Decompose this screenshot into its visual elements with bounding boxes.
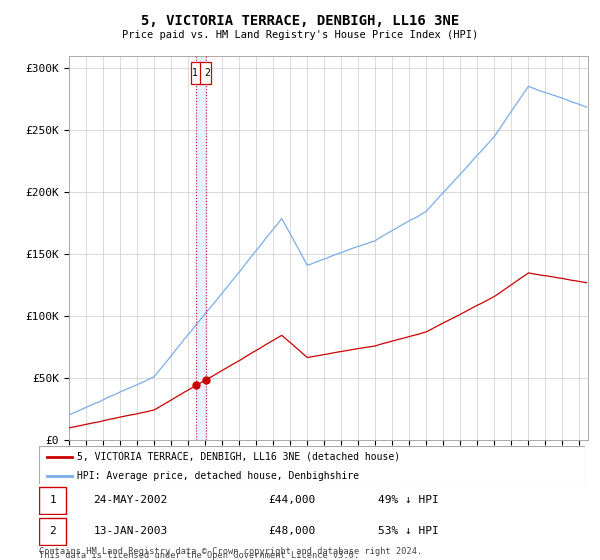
Text: 13-JAN-2003: 13-JAN-2003 xyxy=(94,526,168,536)
Text: 24-MAY-2002: 24-MAY-2002 xyxy=(94,496,168,505)
Text: HPI: Average price, detached house, Denbighshire: HPI: Average price, detached house, Denb… xyxy=(77,471,359,481)
Text: 5, VICTORIA TERRACE, DENBIGH, LL16 3NE: 5, VICTORIA TERRACE, DENBIGH, LL16 3NE xyxy=(141,14,459,28)
FancyBboxPatch shape xyxy=(39,446,585,484)
FancyBboxPatch shape xyxy=(191,62,211,85)
Text: 49% ↓ HPI: 49% ↓ HPI xyxy=(377,496,438,505)
Text: Price paid vs. HM Land Registry's House Price Index (HPI): Price paid vs. HM Land Registry's House … xyxy=(122,30,478,40)
Text: 2: 2 xyxy=(49,526,56,536)
FancyBboxPatch shape xyxy=(39,487,66,514)
Text: Contains HM Land Registry data © Crown copyright and database right 2024.: Contains HM Land Registry data © Crown c… xyxy=(39,547,422,556)
Text: £44,000: £44,000 xyxy=(268,496,316,505)
Text: 53% ↓ HPI: 53% ↓ HPI xyxy=(377,526,438,536)
Text: 2: 2 xyxy=(205,68,211,78)
FancyBboxPatch shape xyxy=(39,518,66,544)
Text: 1: 1 xyxy=(191,68,197,78)
Text: 5, VICTORIA TERRACE, DENBIGH, LL16 3NE (detached house): 5, VICTORIA TERRACE, DENBIGH, LL16 3NE (… xyxy=(77,452,400,462)
Text: £48,000: £48,000 xyxy=(268,526,316,536)
Text: This data is licensed under the Open Government Licence v3.0.: This data is licensed under the Open Gov… xyxy=(39,551,359,560)
Bar xyxy=(196,56,206,440)
Text: 1: 1 xyxy=(49,496,56,505)
